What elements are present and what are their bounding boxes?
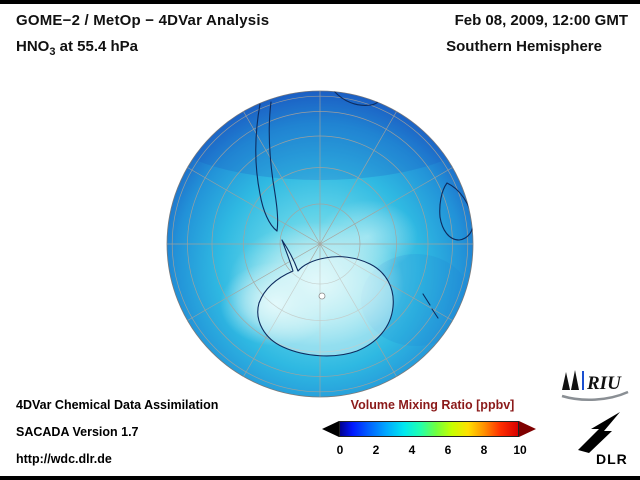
tick-8: 8 [480, 443, 488, 457]
globe-svg [166, 90, 474, 398]
tick-4: 4 [408, 443, 416, 457]
pressure-level-label: at 55.4 hPa [55, 38, 139, 55]
hemisphere-label: Southern Hemisphere [446, 38, 602, 55]
analysis-title: GOME−2 / MetOp − 4DVar Analysis [16, 12, 270, 29]
dlr-logo: DLR [572, 410, 630, 468]
riu-logo-svg: RIU [561, 370, 629, 402]
header-left: GOME−2 / MetOp − 4DVar Analysis HNO3 at … [16, 12, 269, 58]
riu-swoosh [561, 390, 629, 402]
species-level-label: HNO3 at 55.4 hPa [16, 38, 269, 58]
cathedral-icon-spire2 [571, 370, 579, 390]
molecule-subscript: 3 [49, 46, 56, 58]
tick-2: 2 [372, 443, 380, 457]
coastline-new-zealand [422, 293, 439, 319]
credit-line-url: http://wdc.dlr.de [16, 452, 112, 466]
dlr-logo-text: DLR [596, 451, 628, 467]
colorbar-title: Volume Mixing Ratio [ppbv] [350, 398, 515, 412]
tick-0: 0 [336, 443, 344, 457]
pale-patch-north [318, 200, 418, 272]
cathedral-icon [562, 372, 570, 390]
coastline-antarctica [257, 239, 394, 357]
tick-6: 6 [444, 443, 452, 457]
hemisphere-map [164, 88, 476, 400]
colorbar-left-arrow [322, 421, 339, 437]
colorbar-gradient [339, 421, 519, 437]
datetime-label: Feb 08, 2009, 12:00 GMT [454, 12, 628, 29]
credit-line-assimilation: 4DVar Chemical Data Assimilation [16, 398, 219, 412]
riu-blue-accent [582, 371, 584, 390]
colorbar-right-arrow [519, 421, 536, 437]
tick-10: 10 [513, 443, 527, 457]
riu-logo: RIU [560, 368, 632, 404]
header-right: Feb 08, 2009, 12:00 GMT Southern Hemisph… [446, 12, 628, 55]
bottom-black-bar [0, 476, 640, 480]
footer-credits: 4DVar Chemical Data Assimilation SACADA … [16, 398, 218, 479]
dlr-arrow-icon [578, 412, 620, 453]
dlr-logo-svg: DLR [578, 412, 628, 467]
colorbar [322, 421, 536, 437]
credit-line-version: SACADA Version 1.7 [16, 425, 139, 439]
top-black-bar [0, 0, 640, 4]
coastline-south-america [255, 101, 279, 232]
south-pole-marker [318, 292, 326, 300]
riu-logo-text: RIU [586, 373, 622, 394]
molecule-label: HNO [16, 38, 50, 55]
colorbar-ticks: 0 2 4 6 8 10 [336, 443, 527, 459]
